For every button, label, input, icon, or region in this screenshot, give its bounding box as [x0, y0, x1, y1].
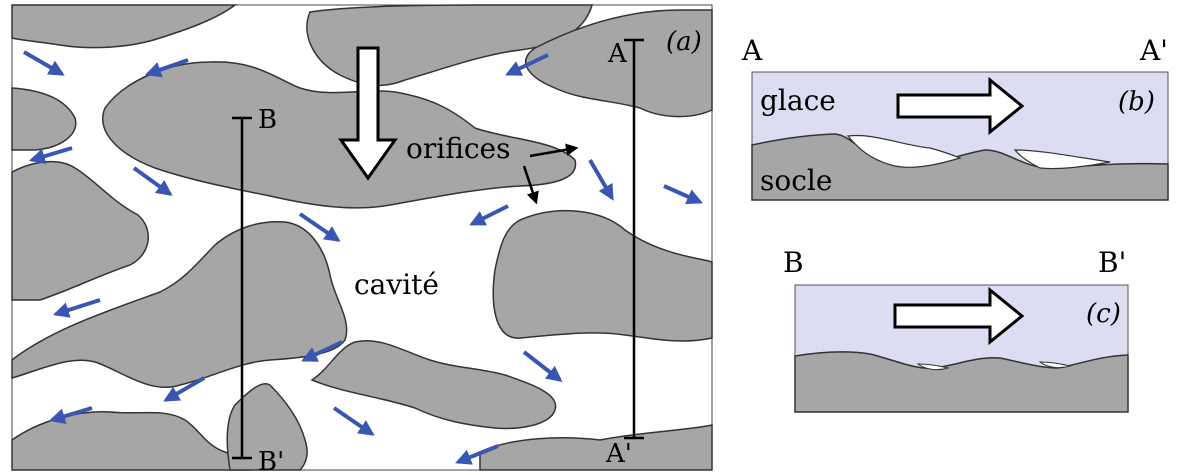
water-flow-arrow [22, 50, 65, 76]
water-flow-arrow [332, 406, 375, 436]
ice-label: glace [760, 84, 836, 117]
water-flow-arrow [48, 406, 93, 424]
section-line-b [232, 116, 252, 460]
glacier-flow-arrow [338, 46, 398, 181]
bedrock-obstacles [11, 4, 713, 471]
water-flow-arrow [144, 58, 189, 78]
bedrock-obstacle [11, 160, 149, 301]
water-flow-arrow [469, 204, 509, 226]
bedrock-profile [794, 351, 1129, 413]
ice-flow-arrow [893, 286, 1025, 346]
orifice-pointer [522, 165, 539, 205]
cavity [846, 134, 962, 168]
bedrock-obstacle [11, 4, 238, 49]
section-b-start-label: B [258, 105, 277, 135]
bedrock-obstacle [525, 9, 713, 118]
orifices-label: orifices [406, 132, 511, 165]
panel-c-right-label: B' [1098, 246, 1126, 279]
section-b-end-label: B' [258, 447, 284, 475]
panel-a-tag: (a) [666, 27, 702, 57]
ice-flow-arrow [896, 76, 1025, 136]
orifice-pointer [529, 143, 579, 158]
bedrock-obstacle [226, 383, 308, 471]
panel-c-tag: (c) [1086, 299, 1121, 329]
water-flow-arrow [505, 53, 549, 76]
panel-a-plan-view: (a) A A' B B' orifices cavité [11, 4, 713, 475]
cavity [1013, 149, 1111, 170]
water-flow-arrow [588, 158, 614, 201]
panel-c-left-label: B [783, 246, 804, 279]
cavity [916, 363, 950, 371]
panel-b-tag: (b) [1118, 87, 1155, 117]
section-a-start-label: A [607, 39, 628, 69]
bedrock-obstacle [479, 424, 713, 471]
orifice-pointers [522, 143, 579, 205]
cavity [1038, 361, 1072, 369]
panel-b-right-label: A' [1139, 34, 1168, 67]
water-flow-arrow [28, 146, 73, 164]
water-flow-arrow [663, 184, 703, 205]
water-flow-arrow [298, 212, 341, 242]
water-flow-arrow [455, 444, 499, 465]
water-flow-arrow [301, 340, 343, 362]
panel-b-left-label: A [741, 34, 763, 67]
water-flow-arrow [132, 166, 173, 196]
water-flow-arrow [522, 350, 563, 382]
water-flow-arrow [163, 376, 206, 402]
section-a-end-label: A' [605, 439, 632, 469]
section-line-a [624, 38, 644, 440]
water-flow-arrows [22, 50, 703, 465]
bedrock-obstacle [492, 210, 713, 342]
cavity-label: cavité [354, 268, 439, 301]
bedrock-obstacle [310, 340, 557, 430]
panel-c-section-b: B B' (c) [783, 246, 1129, 413]
bedrock-obstacle [11, 220, 348, 388]
bed-label: socle [760, 164, 832, 197]
panel-b-section-a: A A' glace socle (b) [741, 34, 1169, 201]
water-flow-arrow [52, 298, 101, 318]
